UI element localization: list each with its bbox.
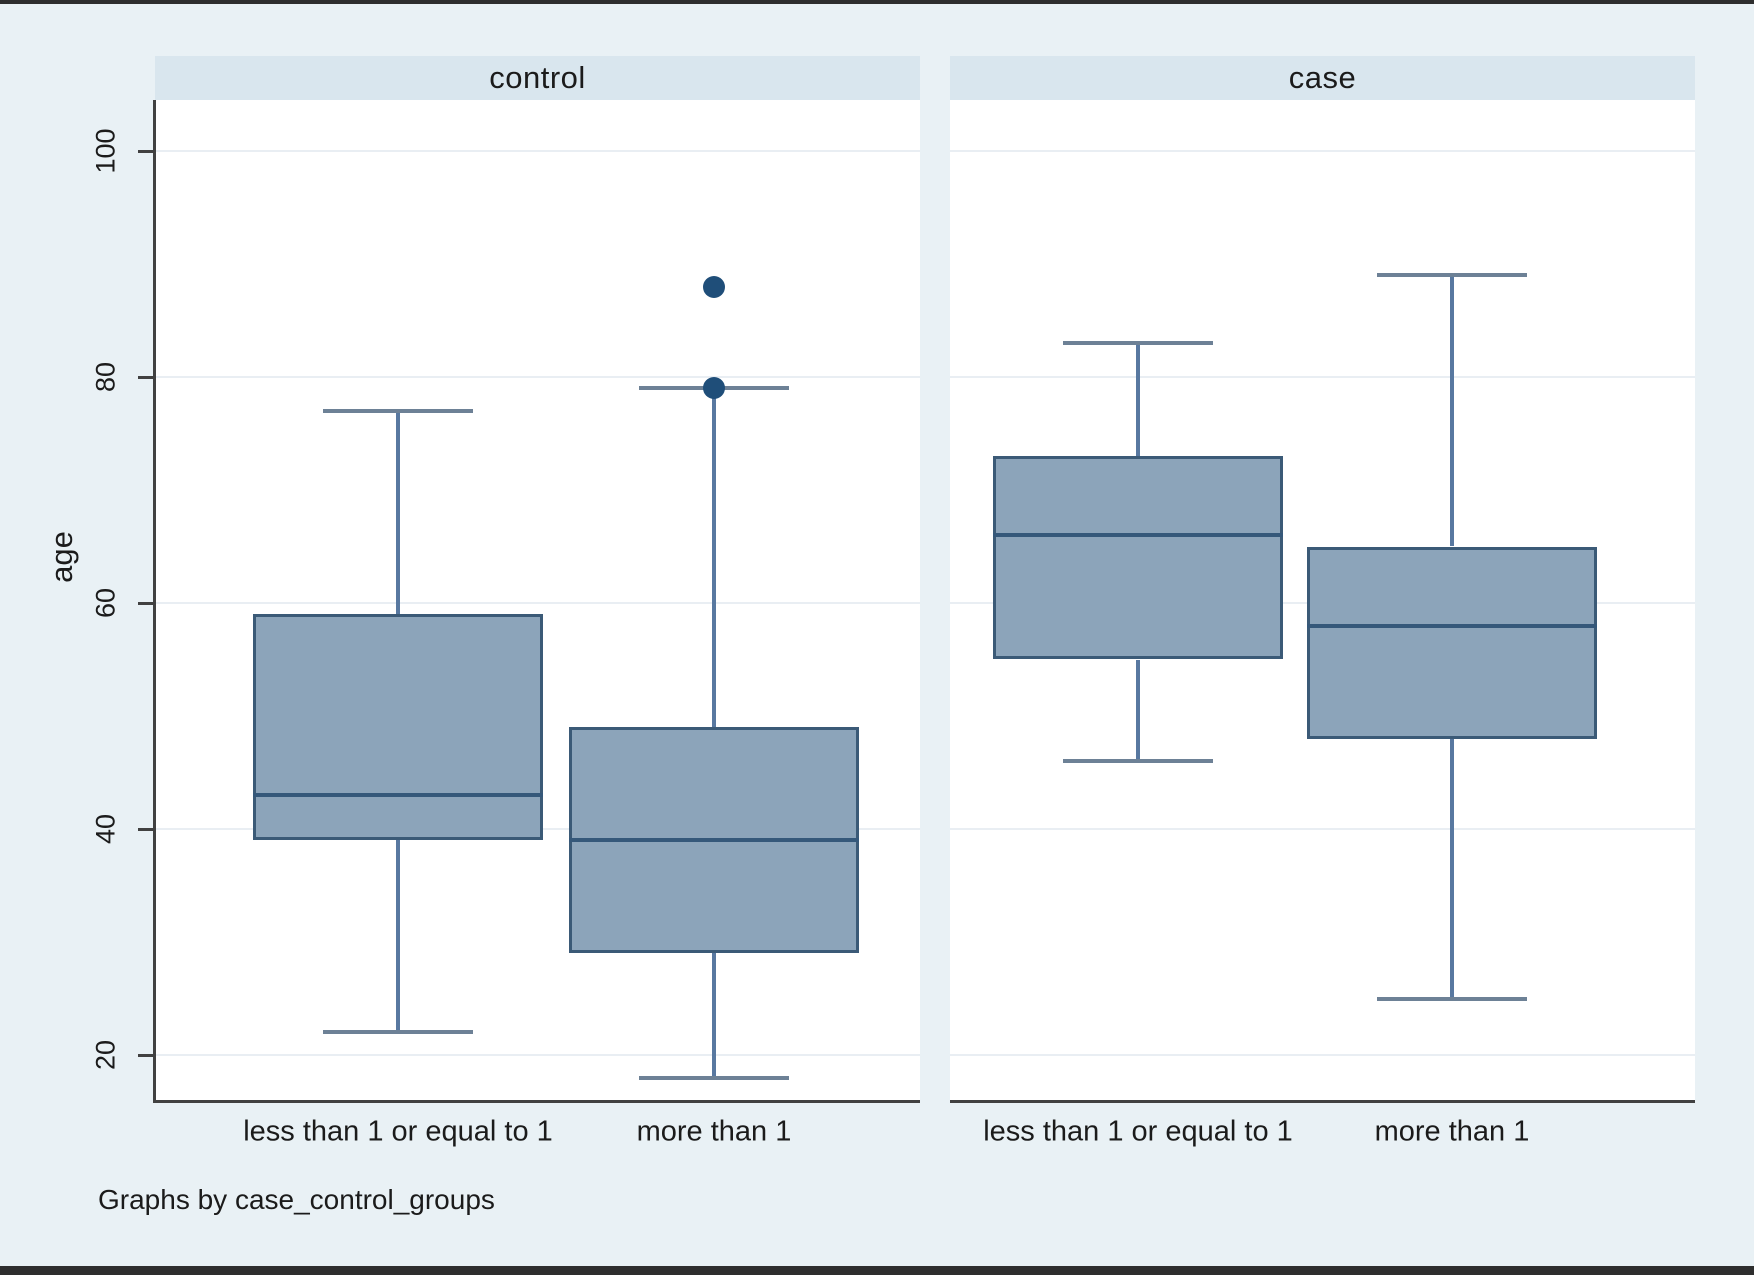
iqr-box <box>253 614 543 841</box>
bottom-border <box>0 1266 1754 1275</box>
upper-whisker-cap <box>1063 341 1213 346</box>
iqr-box <box>1307 546 1597 739</box>
gridline <box>950 376 1695 378</box>
y-tick-label: 60 <box>90 587 121 619</box>
y-tick-mark <box>138 1053 153 1057</box>
top-border <box>0 0 1754 4</box>
y-axis-line <box>153 100 156 1103</box>
panel-header: control <box>155 56 920 100</box>
upper-whisker-cap <box>1377 273 1527 278</box>
gridline <box>155 1054 920 1056</box>
lower-whisker-stem <box>712 953 716 1078</box>
gridline <box>950 1054 1695 1056</box>
outlier-dot <box>703 377 725 400</box>
median-line <box>1307 623 1597 628</box>
gridline <box>155 602 920 604</box>
lower-whisker-cap <box>1063 759 1213 764</box>
iqr-box <box>993 456 1283 660</box>
gridline <box>950 150 1695 152</box>
x-axis-line <box>155 1100 920 1103</box>
y-tick-mark <box>138 827 153 831</box>
panel-title: control <box>489 60 586 95</box>
upper-whisker-stem <box>396 410 400 615</box>
gridline <box>950 828 1695 830</box>
x-axis-line <box>950 1100 1695 1103</box>
x-category-label: more than 1 <box>636 1115 792 1148</box>
panel-title: case <box>1288 60 1357 95</box>
y-tick-label: 100 <box>90 128 121 174</box>
lower-whisker-stem <box>1136 659 1140 762</box>
lower-whisker-cap <box>323 1030 473 1035</box>
x-category-label: less than 1 or equal to 1 <box>243 1115 553 1148</box>
lower-whisker-cap <box>1377 996 1527 1001</box>
upper-whisker-cap <box>323 408 473 413</box>
lower-whisker-stem <box>1450 738 1454 999</box>
panel-header: case <box>950 56 1695 100</box>
upper-whisker-stem <box>712 388 716 728</box>
x-category-label: less than 1 or equal to 1 <box>983 1115 1293 1148</box>
gridline <box>155 150 920 152</box>
lower-whisker-stem <box>396 840 400 1033</box>
graphs-by-caption: Graphs by case_control_groups <box>98 1184 495 1215</box>
y-tick-label: 80 <box>90 361 121 393</box>
y-tick-mark <box>138 601 153 605</box>
y-tick-mark <box>138 149 153 153</box>
lower-whisker-cap <box>639 1075 789 1080</box>
upper-whisker-stem <box>1136 343 1140 457</box>
median-line <box>569 838 859 843</box>
median-line <box>993 533 1283 538</box>
x-category-label: more than 1 <box>1374 1115 1530 1148</box>
outlier-dot <box>703 275 725 298</box>
y-tick-mark <box>138 375 153 379</box>
median-line <box>253 793 543 798</box>
upper-whisker-stem <box>1450 275 1454 547</box>
y-axis-title: age <box>44 531 79 583</box>
y-tick-label: 20 <box>90 1039 121 1071</box>
gridline <box>155 376 920 378</box>
y-tick-label: 40 <box>90 813 121 845</box>
